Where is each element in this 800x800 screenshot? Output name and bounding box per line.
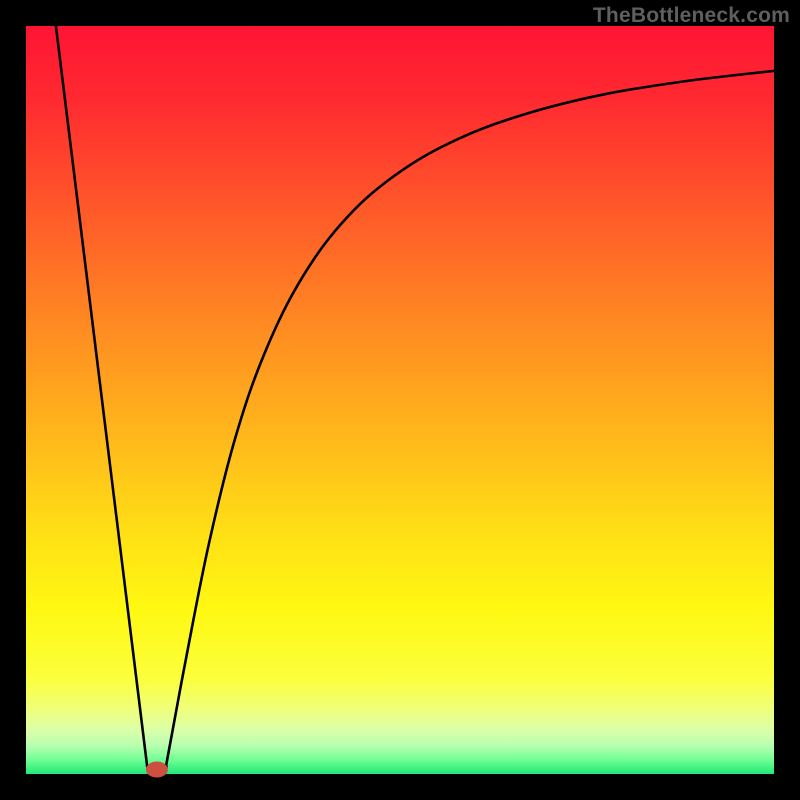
optimum-marker — [146, 762, 168, 778]
chart-background-gradient — [26, 26, 774, 774]
bottleneck-chart: TheBottleneck.com — [0, 0, 800, 800]
watermark-text: TheBottleneck.com — [593, 4, 790, 28]
chart-svg — [0, 0, 800, 800]
